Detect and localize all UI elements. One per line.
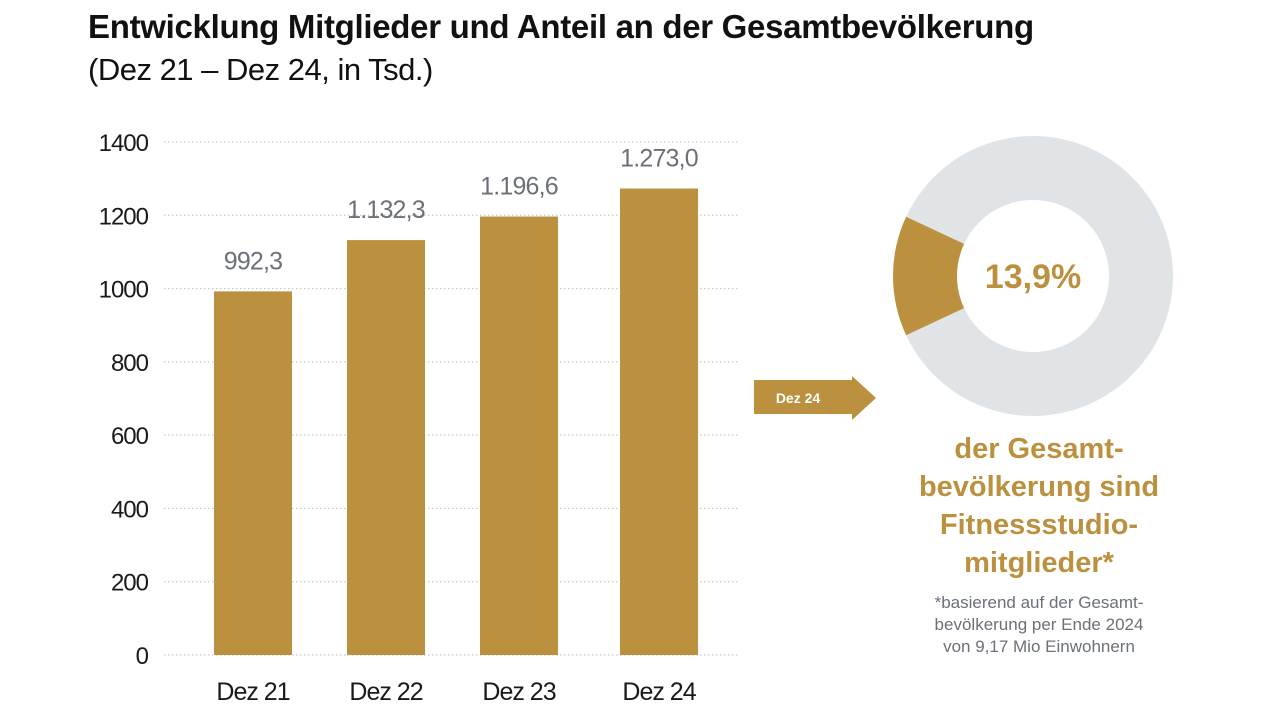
x-tick-label: Dez 24	[622, 678, 696, 706]
x-tick-label: Dez 22	[349, 678, 422, 706]
bar	[214, 291, 292, 655]
caption: der Gesamt- bevölkerung sind Fitnessstud…	[880, 430, 1198, 582]
footnote-line: *basierend auf der Gesamt-	[934, 593, 1144, 612]
donut-center-label: 13,9%	[985, 258, 1081, 296]
chart-title: Entwicklung Mitglieder und Anteil an der…	[88, 8, 1034, 45]
bar	[620, 188, 698, 655]
bars	[214, 188, 698, 656]
value-labels: 992,3 1.132,3 1.196,6 1.273,0	[224, 145, 699, 276]
caption-line: Fitnessstudio-	[939, 509, 1139, 541]
y-axis-ticks: 0 200 400 600 800 1000 1200 1400	[99, 130, 150, 670]
y-tick-label: 1200	[99, 203, 149, 230]
y-tick-label: 1400	[99, 130, 149, 157]
pointer-arrow: Dez 24	[754, 376, 876, 420]
x-axis-ticks: Dez 21 Dez 22 Dez 23 Dez 24	[216, 678, 697, 706]
y-tick-label: 1000	[99, 277, 149, 304]
value-label: 1.273,0	[620, 145, 698, 173]
value-label: 992,3	[224, 247, 283, 275]
x-tick-label: Dez 21	[216, 678, 289, 706]
y-tick-label: 800	[111, 350, 149, 377]
y-tick-label: 400	[111, 496, 149, 523]
bar	[480, 216, 558, 656]
arrow-right-icon	[754, 376, 876, 420]
footnote: *basierend auf der Gesamt- bevölkerung p…	[880, 592, 1198, 658]
donut-slice-rest	[906, 136, 1173, 417]
caption-line: bevölkerung sind	[918, 471, 1160, 503]
caption-line: mitglieder*	[964, 547, 1114, 579]
y-tick-label: 600	[111, 423, 149, 450]
caption-line: der Gesamt-	[954, 433, 1124, 465]
x-tick-label: Dez 23	[482, 678, 555, 706]
y-tick-label: 200	[111, 570, 149, 597]
footnote-line: bevölkerung per Ende 2024	[934, 615, 1144, 634]
footnote-line: von 9,17 Mio Einwohnern	[943, 637, 1135, 656]
value-label: 1.132,3	[347, 196, 425, 224]
value-label: 1.196,6	[480, 173, 558, 201]
arrow-label: Dez 24	[776, 390, 821, 406]
donut-chart	[893, 136, 1173, 417]
bar	[347, 240, 425, 655]
y-tick-label: 0	[136, 643, 149, 670]
chart-subtitle: (Dez 21 – Dez 24, in Tsd.)	[88, 52, 433, 87]
donut-slice-highlight	[893, 216, 965, 336]
